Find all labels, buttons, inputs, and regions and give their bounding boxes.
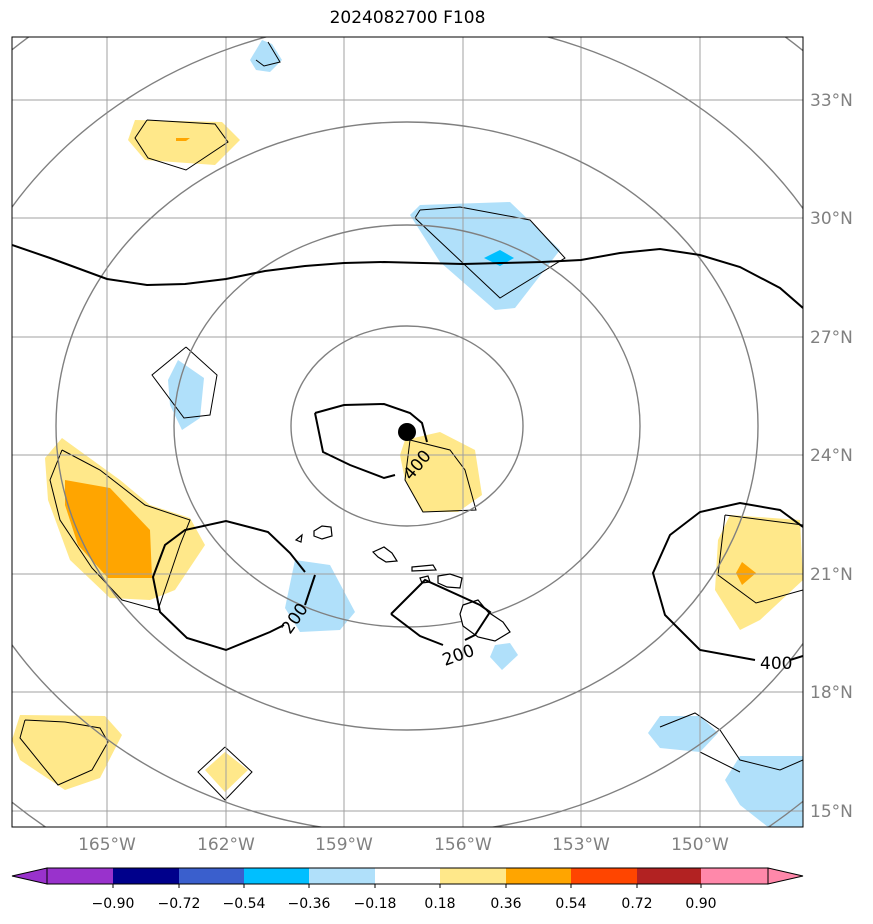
contour-label-200-islands: 200 — [440, 641, 477, 671]
colorbar-bin-5 — [309, 868, 375, 884]
lat-label-33n: 33°N — [810, 91, 853, 111]
contour-200-islands — [390, 578, 492, 641]
latitude-labels: 33°N 30°N 27°N 24°N 21°N 18°N 15°N — [810, 91, 853, 822]
lat-label-24n: 24°N — [810, 446, 853, 466]
colorbar-label-3: −0.54 — [223, 896, 266, 912]
colorbar-label-4: −0.36 — [288, 896, 331, 912]
colorbar-frame — [46, 867, 769, 885]
orange-shade-west — [65, 480, 152, 578]
lon-label-156w: 156°W — [434, 835, 492, 855]
contour-label-400-east: 400 — [760, 654, 792, 674]
colorbar-label-2: −0.72 — [158, 896, 201, 912]
island-molokai — [411, 564, 438, 572]
island-maui — [437, 573, 463, 589]
colorbar-ticks — [112, 884, 702, 888]
lon-label-150w: 150°W — [671, 835, 729, 855]
colorbar-label-10: 0.90 — [685, 896, 716, 912]
colorbar-label-5: −0.18 — [354, 896, 397, 912]
orange-shade-northwest — [176, 138, 190, 141]
contour-400-east — [651, 501, 803, 661]
colorbar-label-8: 0.54 — [555, 896, 586, 912]
lat-label-21n: 21°N — [810, 565, 853, 585]
longitude-labels: 165°W 162°W 159°W 156°W 153°W 150°W — [78, 835, 729, 855]
colorbar-bin-1 — [47, 868, 113, 884]
colorbar-label-7: 0.36 — [490, 896, 521, 912]
island-kauai — [313, 525, 333, 540]
island-oahu — [371, 546, 399, 563]
plot-title: 2024082700 F108 — [329, 8, 486, 28]
colorbar-bin-7 — [440, 868, 506, 884]
shade-outlines — [19, 41, 803, 801]
range-ring-3 — [55, 121, 759, 731]
colorbar-label-6: 0.18 — [424, 896, 455, 912]
colorbar-bin-11 — [701, 868, 768, 884]
yellow-shade-east — [715, 515, 803, 630]
colorbar-bin-6 — [375, 868, 440, 884]
lat-label-18n: 18°N — [810, 683, 853, 703]
contour-north — [12, 244, 803, 309]
blue-shade-north — [250, 40, 282, 72]
colorbar-bin-3 — [179, 868, 244, 884]
colorbar-bin-9 — [571, 868, 637, 884]
colorbar-bin-10 — [637, 868, 701, 884]
island-niihau — [294, 533, 303, 543]
colorbar-bin-8 — [506, 868, 571, 884]
blue-shade-island — [490, 643, 518, 670]
lat-label-15n: 15°N — [810, 802, 853, 822]
lat-label-30n: 30°N — [810, 209, 853, 229]
blue-shade-center-south — [285, 560, 355, 632]
yellow-shade-northwest — [128, 120, 240, 165]
range-ring-1 — [290, 325, 524, 527]
colorbar-bin-2 — [113, 868, 179, 884]
lon-label-165w: 165°W — [78, 835, 136, 855]
colorbar-label-9: 0.72 — [621, 896, 652, 912]
shaded-fields — [12, 40, 803, 827]
yellow-shade-center — [400, 432, 482, 512]
colorbar-bin-4 — [244, 868, 309, 884]
lon-label-153w: 153°W — [552, 835, 610, 855]
blue-shade-west — [168, 360, 204, 430]
graticule — [12, 37, 803, 827]
lon-label-162w: 162°W — [197, 835, 255, 855]
plot-frame — [11, 36, 804, 828]
lat-label-27n: 27°N — [810, 328, 853, 348]
colorbar-extend-high — [767, 867, 804, 885]
yellow-shade-southwest — [12, 715, 122, 790]
colorbar-extend-low — [11, 867, 48, 885]
contour-400-center — [314, 402, 428, 443]
colorbar-label-1: −0.90 — [92, 896, 135, 912]
contour-200-west — [151, 519, 306, 652]
colorbar: −0.90 −0.72 −0.54 −0.36 −0.18 0.18 0.36 … — [11, 867, 804, 912]
blue-shade-southeast-b — [725, 756, 803, 827]
height-contours — [12, 244, 803, 661]
storm-center-marker — [398, 423, 416, 441]
lon-label-159w: 159°W — [315, 835, 373, 855]
blue-shade-upper-center — [410, 202, 560, 310]
